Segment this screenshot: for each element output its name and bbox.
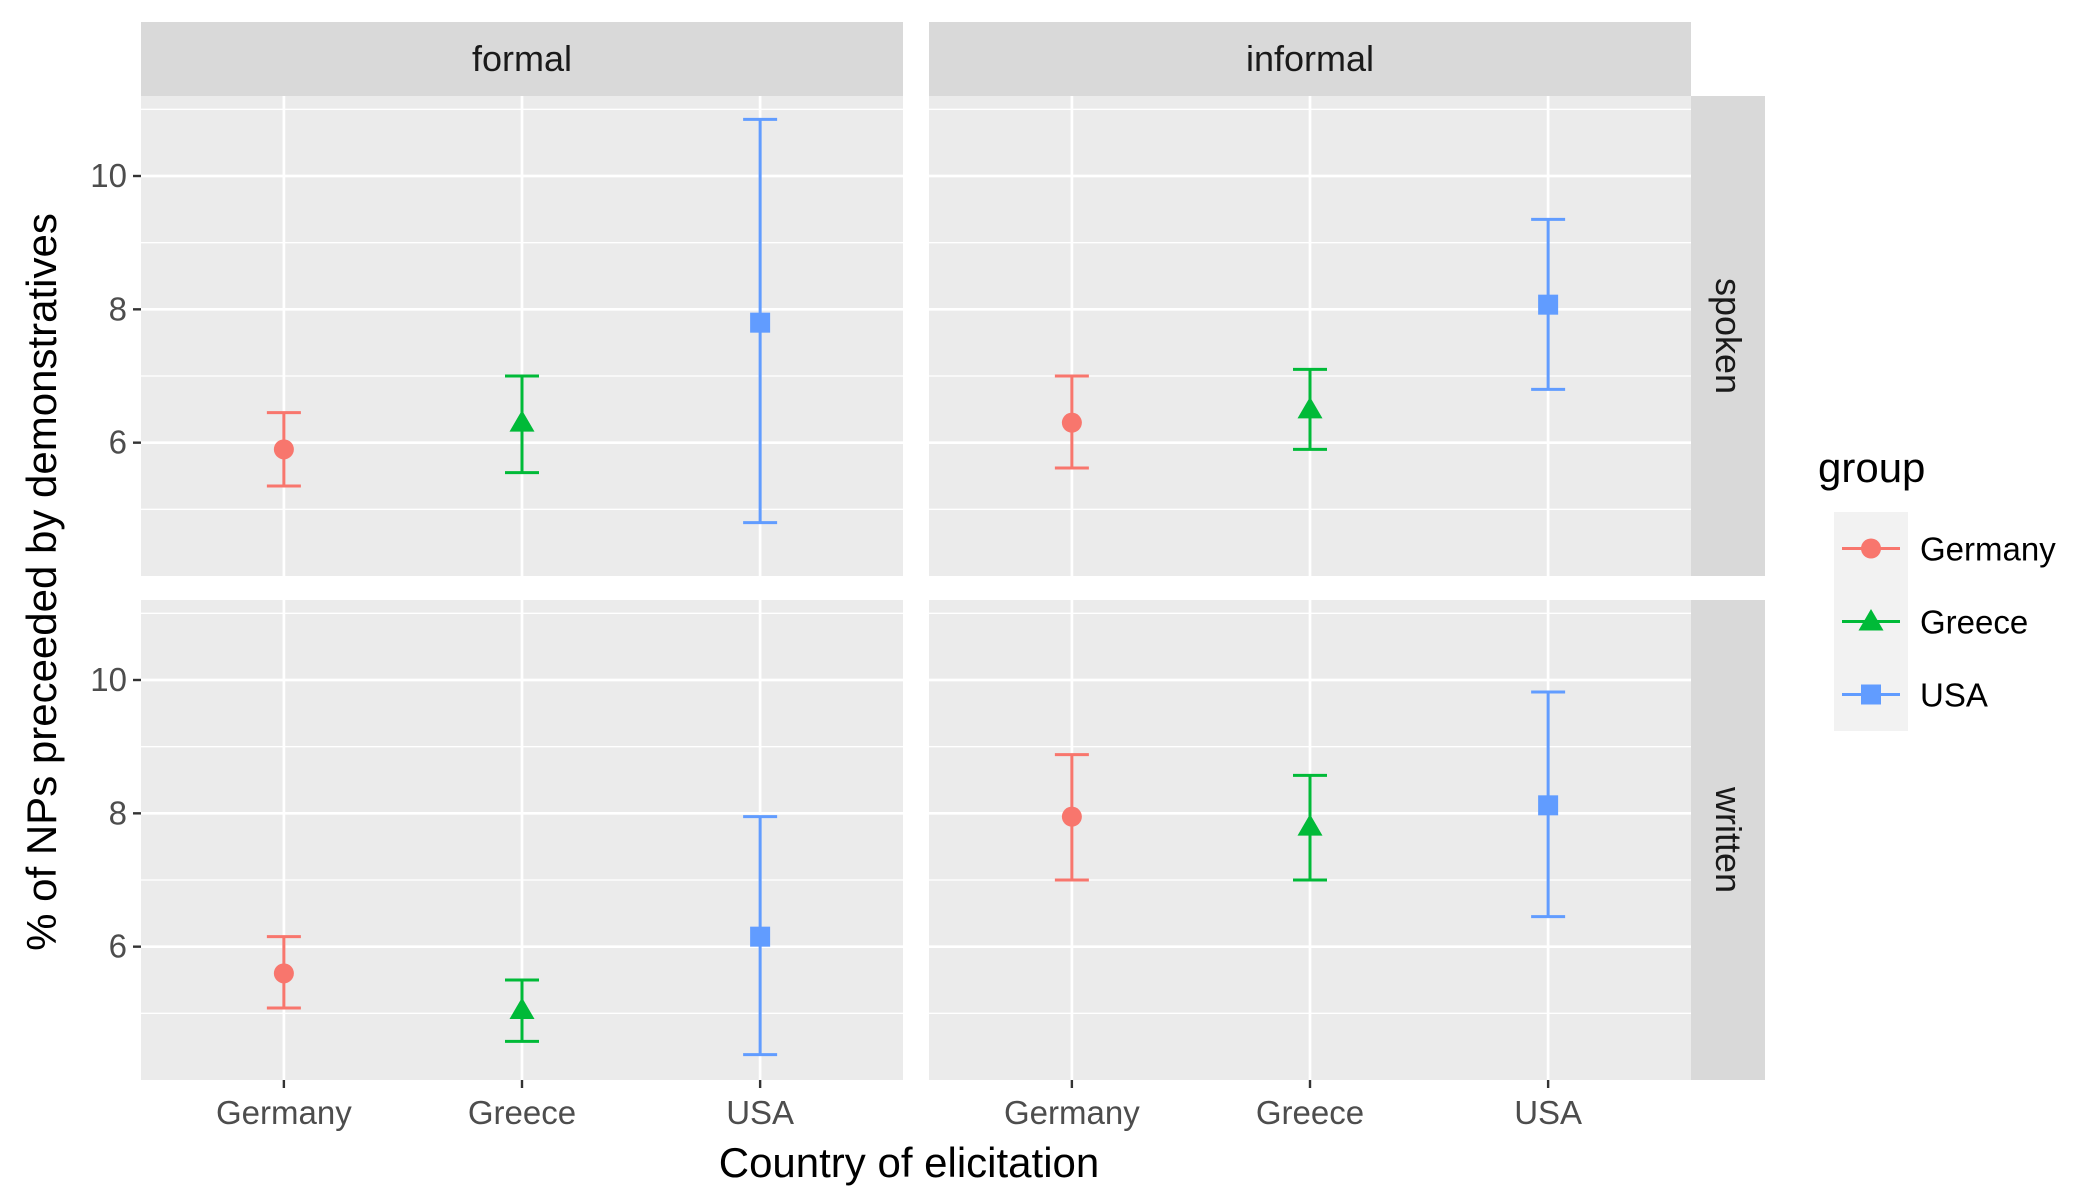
errorbar-germany (1054, 374, 1089, 470)
strip-label: informal (1246, 38, 1374, 79)
errorbar-greece (505, 978, 539, 1043)
legend-title: group (1818, 444, 1925, 491)
strip-right-written: written (1691, 600, 1765, 1080)
panel-informal-written (929, 600, 1691, 1080)
x-tick-label: Germany (216, 1094, 352, 1131)
strip-label: formal (472, 38, 572, 79)
point-usa (750, 926, 771, 947)
legend-entry-usa: USA (1842, 677, 1988, 714)
legend-key-square (1861, 684, 1881, 705)
y-tick-label: 10 (90, 661, 127, 698)
point-germany (1061, 412, 1082, 433)
point-greece (509, 997, 535, 1019)
strip-background (1691, 96, 1765, 576)
point-greece (509, 410, 535, 432)
y-axis-title: % of NPs preceeded by demonstratives (18, 213, 65, 951)
point-usa (1538, 294, 1559, 315)
y-tick-label: 6 (109, 424, 127, 461)
point-greece (1297, 396, 1323, 419)
x-tick-label: USA (726, 1094, 794, 1131)
point-germany (1061, 806, 1082, 827)
strips-layer: formal informal spoken written (141, 22, 1765, 1080)
legend-label: Greece (1920, 604, 2028, 641)
strip-right-spoken: spoken (1691, 96, 1765, 576)
legend: group Germany Greece USA (1818, 444, 2056, 731)
legend-label: Germany (1920, 531, 2056, 568)
errorbar-usa (743, 117, 778, 525)
strip-top-formal: formal (141, 22, 903, 96)
y-tick-label: 6 (109, 928, 127, 965)
y-tick-label: 10 (90, 157, 127, 194)
strip-background (1691, 600, 1765, 1080)
x-axis-title: Country of elicitation (719, 1139, 1100, 1186)
panel-formal-spoken (141, 96, 903, 576)
errorbar-germany (266, 935, 301, 1010)
legend-entry-germany: Germany (1842, 531, 2056, 568)
point-germany (273, 963, 294, 984)
panel-informal-spoken (929, 96, 1691, 576)
strip-top-informal: informal (929, 22, 1691, 96)
strip-label: spoken (1708, 278, 1749, 394)
x-tick-label: Greece (1256, 1094, 1364, 1131)
legend-key-triangle (1858, 609, 1884, 631)
point-usa (750, 312, 771, 333)
errorbar-greece (1293, 773, 1327, 882)
errorbar-greece (1293, 367, 1327, 451)
errorbar-usa (1531, 217, 1566, 391)
errorbar-usa (743, 815, 778, 1057)
point-greece (1297, 814, 1323, 836)
strip-background (141, 22, 903, 96)
axes-layer: 6 8 10 6 8 10 Germany Greece USA Germany Greece USA (90, 157, 1582, 1131)
point-usa (1538, 795, 1559, 816)
errorbar-usa (1531, 690, 1566, 919)
errorbar-germany (266, 411, 301, 488)
x-tick-label: Germany (1004, 1094, 1140, 1131)
y-tick-label: 8 (109, 290, 127, 327)
point-germany (273, 439, 294, 460)
legend-key-circle (1861, 538, 1881, 559)
x-tick-label: USA (1514, 1094, 1582, 1131)
x-tick-label: Greece (468, 1094, 576, 1131)
legend-label: USA (1920, 677, 1988, 714)
errorbar-germany (1054, 753, 1089, 882)
errorbar-greece (505, 374, 539, 475)
legend-entry-greece: Greece (1842, 604, 2028, 641)
y-tick-label: 8 (109, 794, 127, 831)
strip-background (929, 22, 1691, 96)
strip-label: written (1708, 786, 1749, 893)
panel-formal-written (141, 600, 903, 1080)
panels-layer (141, 96, 1691, 1080)
